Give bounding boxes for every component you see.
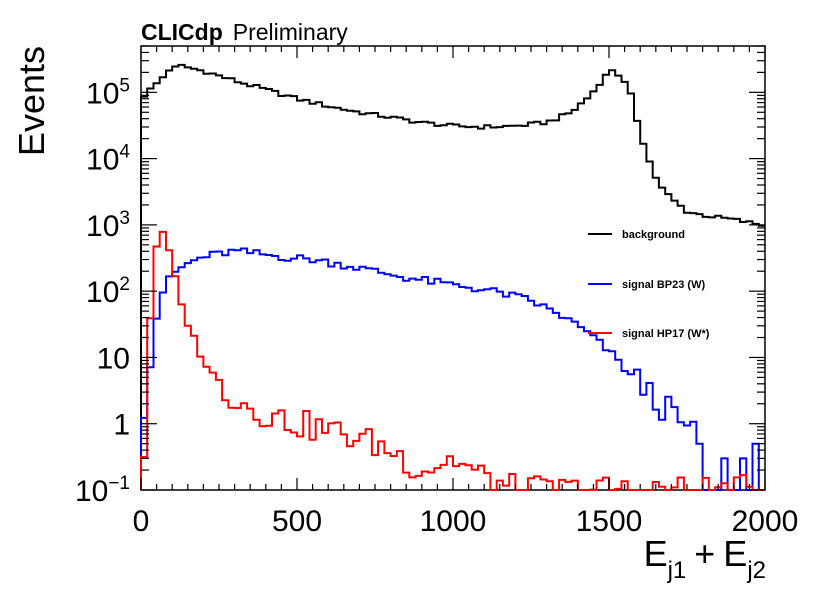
legend: background signal BP23 (W) signal HP17 (… [588,229,710,340]
y-tick-label: 1 [113,409,130,442]
y-tick-base: 10 [86,276,119,309]
y-axis-title: Events [11,46,52,156]
y-tick-label: 10 [97,342,130,375]
experiment-name: CLICdp [141,19,223,45]
legend-label-signal-hp17: signal HP17 (W*) [622,328,710,340]
series-line-signal-hp17-w [140,230,765,491]
series-layer [140,63,765,491]
experiment-status: Preliminary [233,19,349,45]
y-tick-labels: 10−1 1 10 102 103 104 105 [75,75,130,508]
y-tick-base: 10 [97,342,130,375]
y-tick-base: 10 [86,144,119,177]
x-axis-title-plus: + [694,533,715,574]
tick-layer [140,45,766,491]
y-tick-exponent: −1 [108,473,130,494]
y-tick-exponent: 2 [119,274,130,295]
x-axis-title-e2: E [723,533,747,574]
y-tick-base: 1 [113,409,130,442]
x-tick-label: 1500 [576,505,643,538]
y-tick-label: 104 [86,142,130,177]
x-axis-title-sub2: j2 [746,557,766,584]
y-tick-base: 10 [86,210,119,243]
y-tick-label: 10−1 [75,473,130,508]
y-tick-exponent: 4 [119,142,130,163]
x-tick-label: 500 [272,505,322,538]
legend-label-background: background [622,229,685,241]
experiment-label: CLICdp Preliminary [141,19,348,45]
x-tick-label: 2000 [732,505,799,538]
y-tick-base: 10 [75,475,108,508]
x-axis-title-e1: E [644,533,668,574]
legend-label-signal-bp23: signal BP23 (W) [622,279,705,291]
y-tick-base: 10 [86,77,119,110]
y-tick-exponent: 5 [119,75,130,96]
x-axis-title-sub1: j1 [667,557,687,584]
x-tick-labels: 0 500 1000 1500 2000 [133,505,799,538]
y-tick-label: 105 [86,75,130,110]
series-line-background [140,63,765,490]
y-tick-exponent: 3 [119,208,130,229]
x-tick-label: 1000 [420,505,487,538]
series-line-signal-bp23-w [140,247,765,491]
x-axis-title: Ej1 + Ej2 [644,533,766,584]
x-tick-label: 0 [133,505,150,538]
plot-area [140,45,766,491]
y-tick-label: 102 [86,274,130,309]
y-tick-label: 103 [86,208,130,243]
